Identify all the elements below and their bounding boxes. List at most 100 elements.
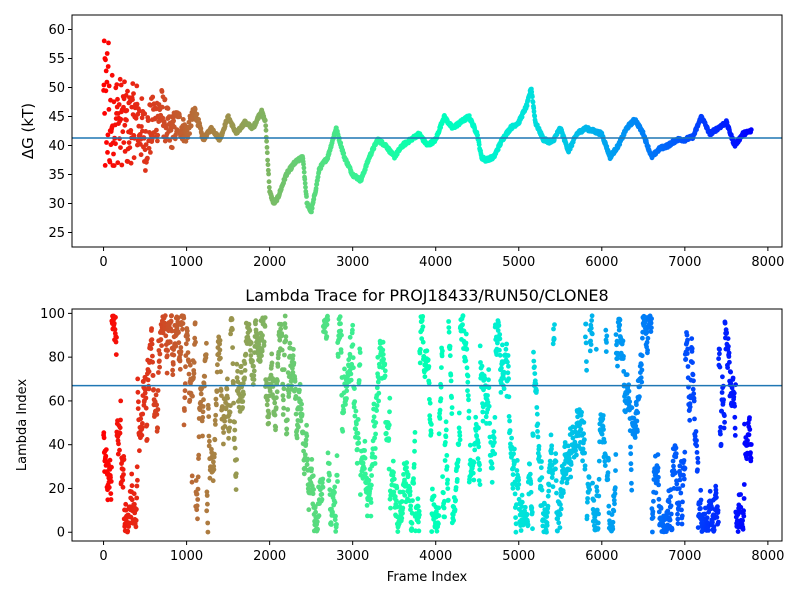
bottom-data-point <box>362 455 368 461</box>
top-data-point <box>103 57 108 63</box>
bottom-data-point <box>491 429 497 435</box>
bottom-data-point <box>531 358 537 364</box>
top-data-point <box>167 138 173 143</box>
bottom-data-point <box>407 492 413 498</box>
bottom-data-point <box>153 392 159 398</box>
top-data-point <box>309 209 314 215</box>
bottom-data-point <box>536 453 542 459</box>
bottom-data-point <box>291 360 297 366</box>
top-data-point <box>143 142 149 148</box>
bottom-data-point <box>429 422 434 427</box>
bottom-data-point <box>532 371 538 376</box>
bottom-data-point <box>150 359 156 365</box>
bottom-data-point <box>381 356 386 362</box>
bottom-data-point <box>149 337 155 342</box>
bottom-data-point <box>609 512 615 517</box>
bottom-data-point <box>311 487 316 492</box>
bottom-data-point <box>738 504 744 510</box>
bottom-data-point <box>689 336 695 341</box>
bottom-data-point <box>332 517 338 523</box>
top-data-point <box>265 162 271 168</box>
top-y-tick-label: 55 <box>48 52 65 67</box>
bottom-data-point <box>617 317 623 323</box>
bottom-data-point <box>324 322 330 327</box>
bottom-data-point <box>343 402 348 407</box>
top-data-point <box>114 82 120 87</box>
bottom-data-point <box>264 380 270 386</box>
bottom-data-point <box>629 487 635 493</box>
bottom-data-point <box>404 460 410 466</box>
bottom-data-point <box>538 465 544 471</box>
bottom-data-point <box>366 477 372 483</box>
bottom-data-point <box>352 413 358 419</box>
bottom-data-point <box>353 408 359 414</box>
bottom-data-point <box>337 314 343 320</box>
bottom-data-point <box>515 485 521 491</box>
top-data-point <box>187 131 193 137</box>
bottom-data-point <box>492 415 498 420</box>
bottom-data-point <box>285 417 290 423</box>
bottom-data-point <box>230 345 236 350</box>
bottom-data-point <box>355 430 361 436</box>
bottom-data-point <box>269 351 275 357</box>
bottom-data-point <box>135 477 140 483</box>
bottom-data-point <box>714 495 719 500</box>
bottom-data-point <box>159 343 165 348</box>
bottom-data-point <box>444 453 450 458</box>
bottom-data-point <box>453 485 459 490</box>
bottom-data-point <box>617 322 623 328</box>
top-data-point <box>266 171 271 177</box>
bottom-data-point <box>306 507 312 513</box>
bottom-x-tick-label: 6000 <box>585 549 618 564</box>
bottom-data-point <box>715 504 720 509</box>
bottom-data-point <box>106 485 112 490</box>
bottom-data-point <box>732 414 738 420</box>
bottom-data-point <box>513 521 519 527</box>
bottom-data-point <box>280 393 286 399</box>
bottom-data-point <box>279 333 285 338</box>
bottom-data-point <box>673 470 678 476</box>
bottom-data-point <box>472 447 478 453</box>
bottom-data-point <box>350 322 356 328</box>
bottom-data-point <box>497 347 502 353</box>
bottom-data-point <box>535 434 541 440</box>
bottom-data-point <box>280 412 286 417</box>
bottom-data-point <box>387 395 393 401</box>
bottom-data-point <box>587 487 592 493</box>
bottom-data-point <box>369 473 374 478</box>
bottom-data-point <box>383 431 389 436</box>
bottom-data-point <box>528 481 534 486</box>
bottom-data-point <box>296 424 301 430</box>
top-data-point <box>103 88 109 94</box>
top-data-point <box>186 119 192 125</box>
bottom-data-point <box>681 476 687 482</box>
bottom-data-point <box>420 314 426 319</box>
bottom-data-point <box>682 449 688 455</box>
bottom-data-point <box>216 351 222 356</box>
top-data-point <box>115 160 121 166</box>
bottom-data-point <box>256 342 262 347</box>
top-data-point <box>121 104 126 110</box>
bottom-data-point <box>392 494 398 500</box>
bottom-data-point <box>338 321 343 327</box>
bottom-data-point <box>270 379 276 384</box>
bottom-data-point <box>695 455 701 461</box>
bottom-data-point <box>669 527 675 532</box>
bottom-data-point <box>187 397 193 403</box>
bottom-data-point <box>352 386 357 391</box>
bottom-data-point <box>294 435 300 441</box>
bottom-data-point <box>373 431 378 437</box>
bottom-data-point <box>181 315 187 321</box>
bottom-panel: Lambda Trace for PROJ18433/RUN50/CLONE8 … <box>15 286 784 585</box>
bottom-data-point <box>595 520 601 526</box>
top-data-point <box>124 108 130 113</box>
bottom-data-point <box>728 369 733 375</box>
top-x-tick-label: 1000 <box>170 255 203 270</box>
top-data-point <box>183 138 189 144</box>
bottom-data-point <box>181 422 187 428</box>
bottom-data-point <box>182 388 188 394</box>
top-data-point <box>301 161 306 167</box>
bottom-data-point <box>476 444 482 450</box>
bottom-data-point <box>473 414 479 420</box>
bottom-data-point <box>477 482 483 487</box>
